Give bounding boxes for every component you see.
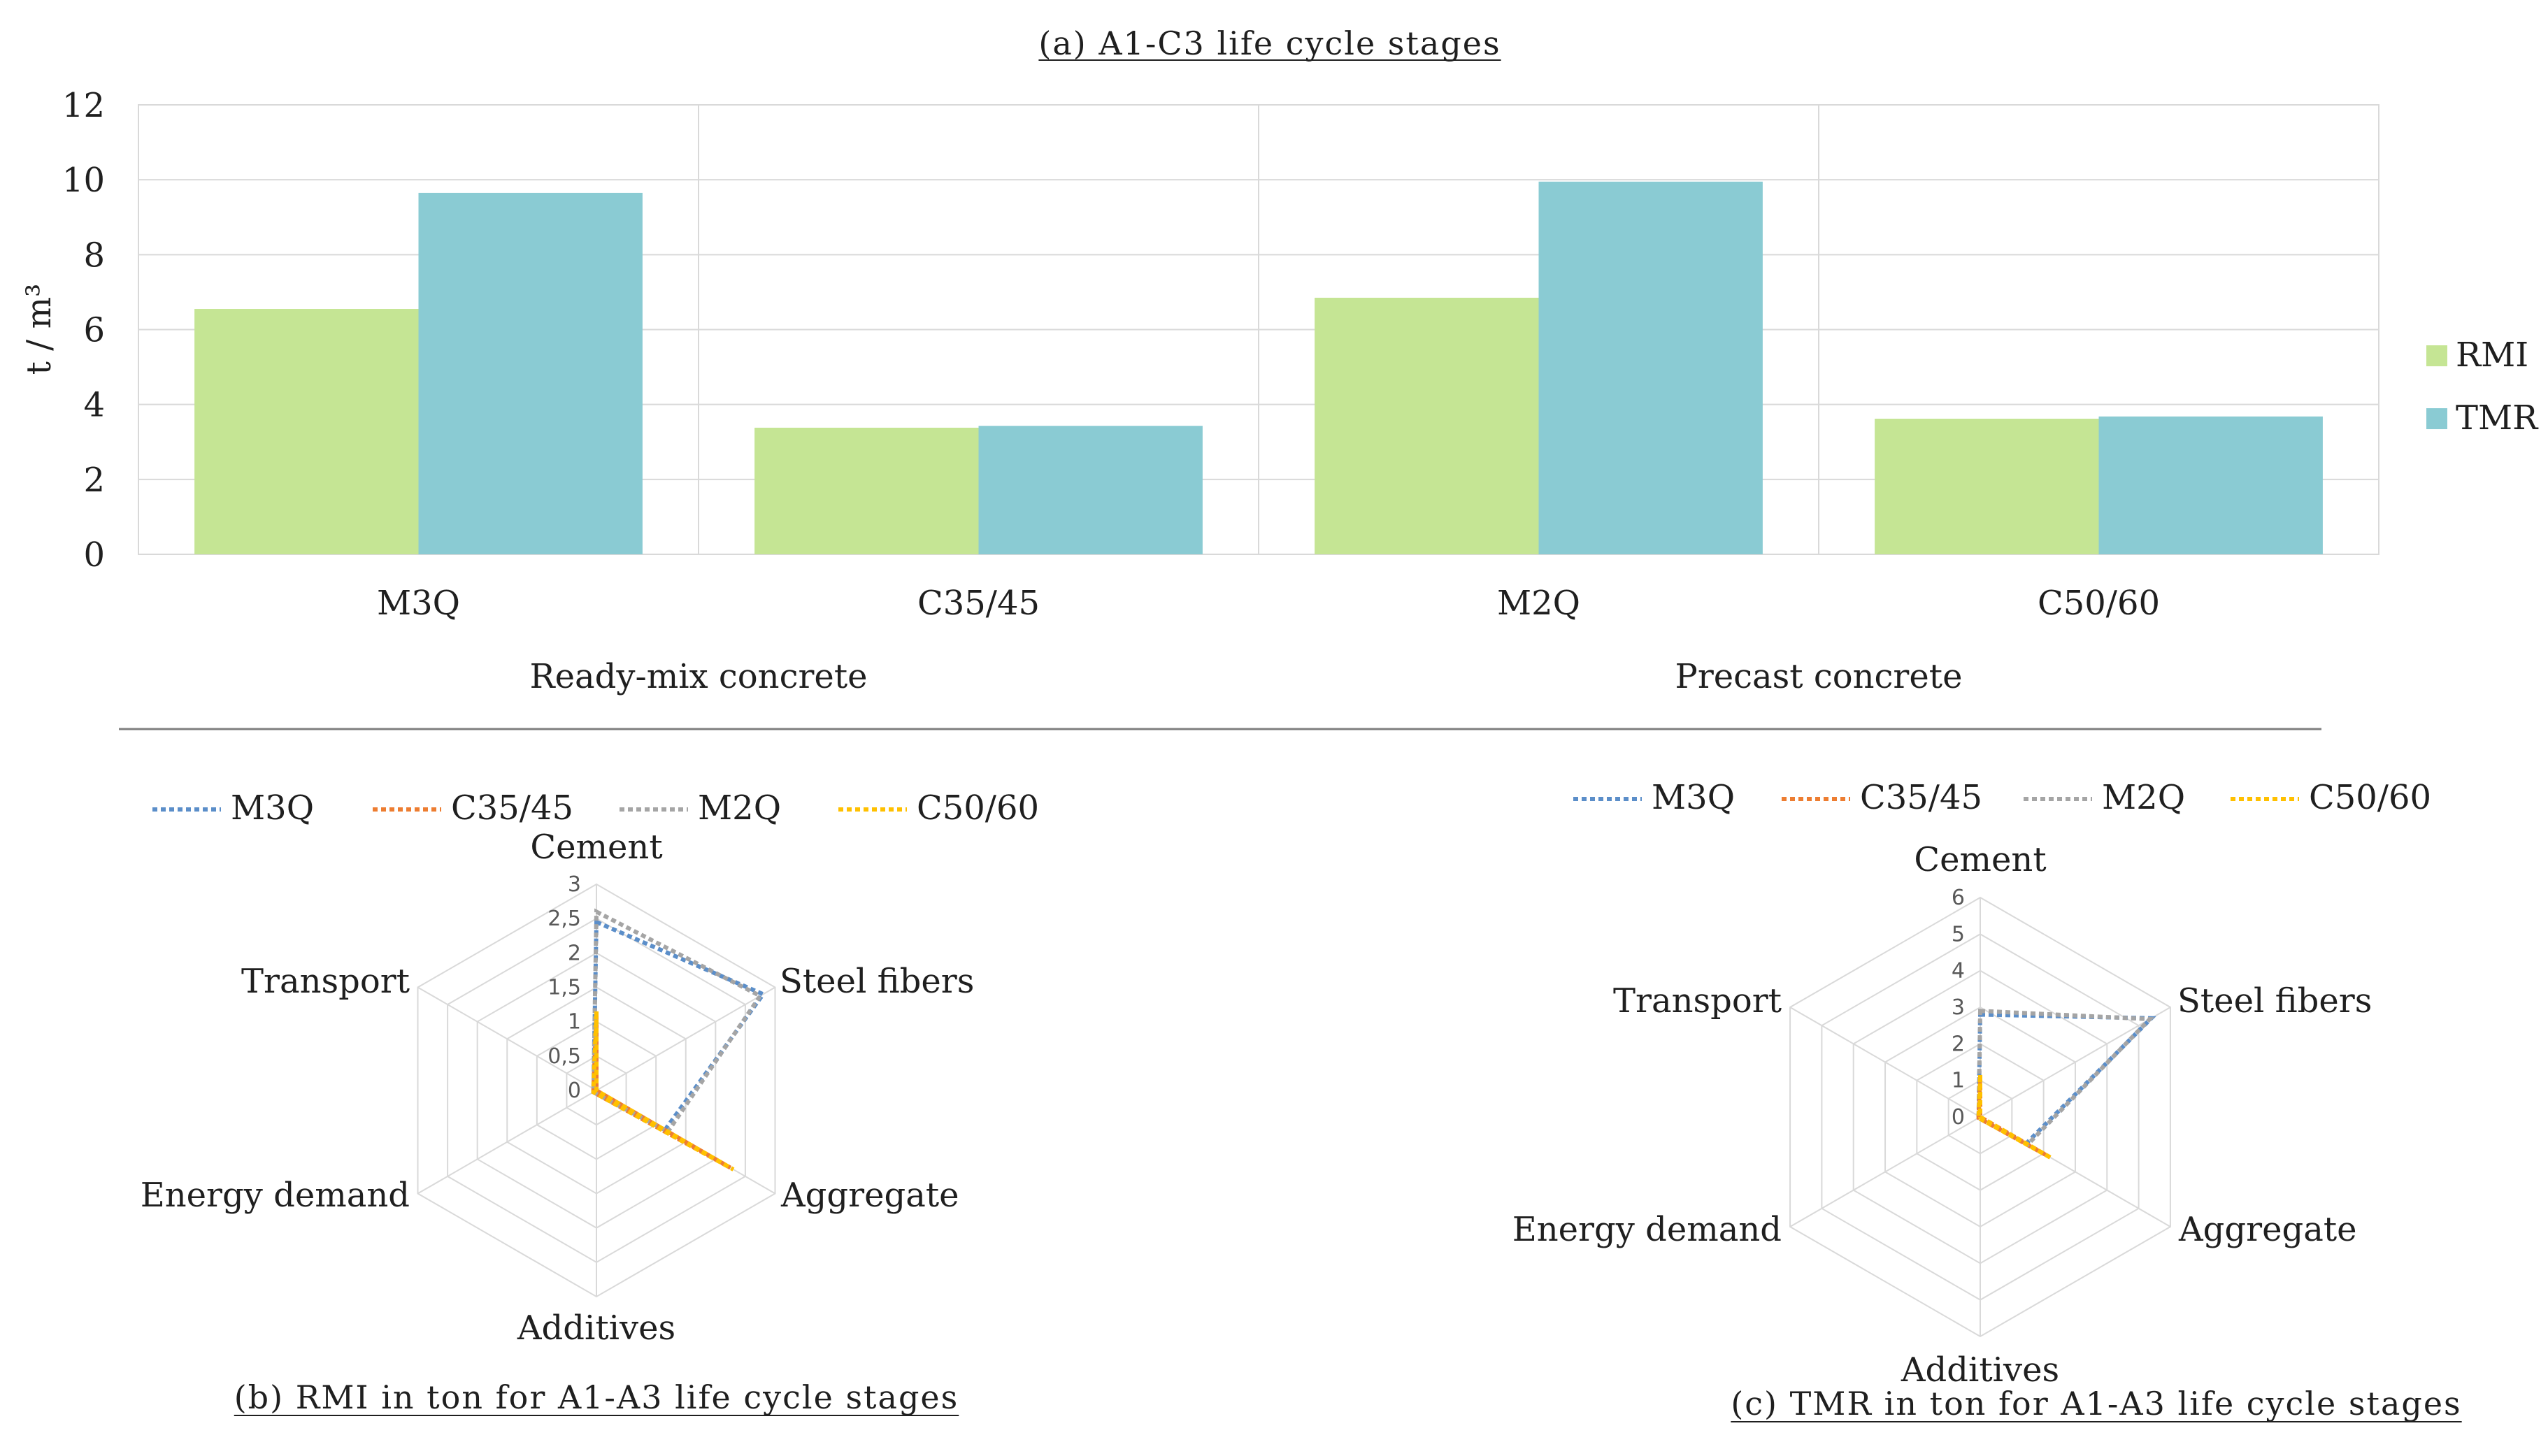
- radar-spoke: [1789, 1007, 1981, 1118]
- legend-label: C35/45: [1860, 778, 1982, 817]
- radar-axis-label: Cement: [1914, 840, 2046, 879]
- radar-series-c35-45: [591, 1014, 732, 1170]
- radar-axis-label: Steel fibers: [2177, 981, 2372, 1021]
- radar-series-m2q: [591, 908, 764, 1134]
- radar-tick-label: 5: [1952, 922, 1965, 946]
- radar-series-c35-45: [1976, 1076, 2052, 1160]
- radar-tick-label: 1: [568, 1010, 581, 1035]
- bar-tmr: [418, 192, 643, 554]
- radar-axis-label: Steel fibers: [780, 962, 974, 1001]
- y-tick-label: 6: [83, 311, 105, 350]
- category-label: C50/60: [2038, 584, 2160, 623]
- y-tick-label: 4: [83, 386, 105, 425]
- category-label: M2Q: [1497, 584, 1580, 623]
- legend-label: C50/60: [917, 788, 1039, 828]
- radar-axis-label: Transport: [1613, 981, 1782, 1021]
- radar-tick-label: 3: [1952, 995, 1965, 1020]
- legend-label: M3Q: [231, 788, 314, 828]
- y-tick-label: 2: [83, 461, 105, 500]
- chart-title: (b) RMI in ton for A1-A3 life cycle stag…: [234, 1378, 959, 1416]
- radar-axis-label: Cement: [530, 828, 662, 867]
- radar-tick-label: 3: [568, 872, 581, 897]
- group-label: Precast concrete: [1675, 657, 1963, 696]
- radar-axis-label: Aggregate: [780, 1176, 959, 1215]
- bar-rmi: [1315, 297, 1539, 554]
- y-tick-label: 10: [62, 161, 105, 200]
- radar-axis-label: Energy demand: [141, 1176, 410, 1215]
- legend-label: TMR: [2456, 398, 2539, 438]
- radar-tick-label: 4: [1952, 959, 1965, 983]
- y-tick-label: 12: [62, 86, 105, 125]
- radar-axis-label: Energy demand: [1512, 1210, 1782, 1249]
- group-label: Ready-mix concrete: [529, 657, 867, 696]
- radar-tick-label: 0: [568, 1079, 581, 1103]
- y-tick-label: 8: [83, 236, 105, 275]
- chart-title: (a) A1-C3 life cycle stages: [1038, 24, 1501, 62]
- legend-label: RMI: [2456, 336, 2528, 375]
- category-label: C35/45: [917, 584, 1040, 623]
- radar-axis-label: Additives: [1901, 1350, 2059, 1390]
- legend-label: M2Q: [698, 788, 781, 828]
- radar-axis-label: Additives: [517, 1309, 675, 1348]
- bar-tmr: [1538, 181, 1763, 554]
- bar-tmr: [2098, 416, 2323, 554]
- bar-rmi: [754, 427, 979, 554]
- legend-swatch-rmi: [2426, 345, 2447, 366]
- radar-tick-label: 2: [568, 941, 581, 965]
- radar-series-c50-60: [591, 1011, 735, 1172]
- bar-rmi: [194, 309, 419, 554]
- legend-label: M3Q: [1652, 778, 1735, 817]
- bar-tmr: [978, 426, 1203, 554]
- radar-spoke: [1789, 1116, 1981, 1227]
- radar-tick-label: 6: [1952, 886, 1965, 910]
- chart-title: (c) TMR in ton for A1-A3 life cycle stag…: [1731, 1385, 2461, 1422]
- radar-tick-label: 0: [1952, 1105, 1965, 1130]
- radar-spoke: [417, 1090, 597, 1195]
- legend-swatch-tmr: [2426, 408, 2447, 429]
- radar-axis-label: Aggregate: [2178, 1210, 2357, 1249]
- radar-axis-label: Transport: [241, 962, 410, 1001]
- radar-tick-label: 0,5: [547, 1044, 581, 1069]
- radar-tick-label: 1: [1952, 1069, 1965, 1093]
- category-label: M3Q: [377, 584, 460, 623]
- radar-tick-label: 1,5: [547, 976, 581, 1000]
- radar-spoke: [596, 986, 775, 1091]
- radar-spoke: [417, 986, 597, 1091]
- legend-label: C50/60: [2309, 778, 2431, 817]
- bar-rmi: [1875, 419, 2099, 554]
- radar-series-c50-60: [1976, 1074, 2053, 1160]
- y-tick-label: 0: [83, 535, 105, 575]
- y-axis-label: t / m³: [20, 284, 59, 375]
- legend-label: C35/45: [451, 788, 573, 828]
- radar-tick-label: 2: [1952, 1032, 1965, 1056]
- radar-tick-label: 2,5: [547, 907, 581, 931]
- radar-spoke: [1980, 1007, 2171, 1118]
- legend-label: M2Q: [2102, 778, 2185, 817]
- radar-series-m2q: [1976, 1009, 2155, 1147]
